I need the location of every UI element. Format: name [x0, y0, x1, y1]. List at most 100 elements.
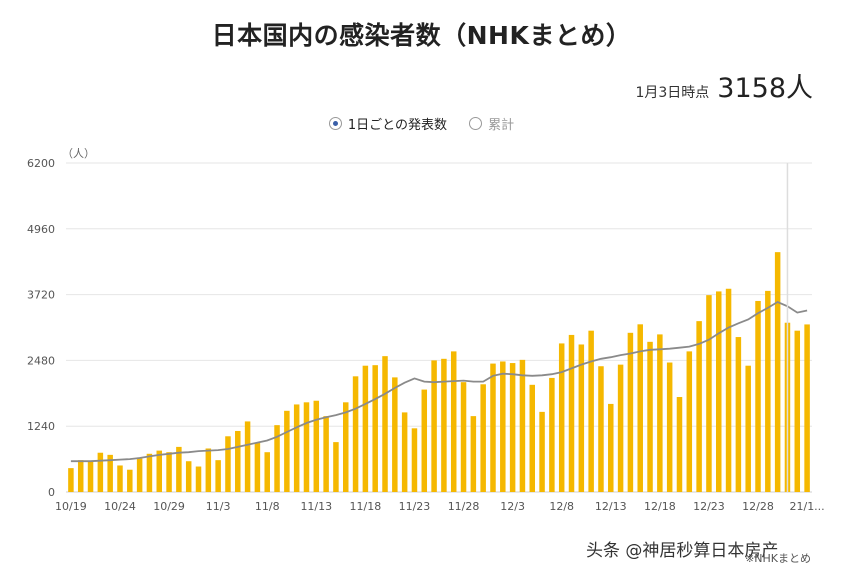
x-tick-label: 11/18 — [350, 500, 382, 513]
bar — [578, 344, 585, 492]
bar — [735, 337, 742, 492]
bar — [519, 359, 526, 492]
bar — [588, 330, 594, 492]
bar — [765, 290, 771, 492]
x-tick-label: 12/28 — [742, 500, 774, 513]
bar — [657, 334, 663, 492]
x-tick-label: 10/29 — [153, 500, 185, 513]
bar — [323, 416, 329, 492]
bar — [333, 442, 339, 492]
x-tick-label: 12/8 — [549, 500, 574, 513]
bar — [647, 341, 653, 492]
bar — [617, 364, 624, 492]
x-tick-label: 11/23 — [399, 500, 431, 513]
x-tick-label: 10/19 — [55, 500, 87, 513]
bar — [284, 410, 290, 492]
bar — [185, 461, 192, 492]
bar — [539, 411, 545, 492]
daily-toggle[interactable]: 1日ごとの発表数 — [328, 114, 448, 133]
y-unit-label: （人） — [62, 147, 95, 160]
y-tick-label: 2480 — [27, 354, 55, 367]
bar — [411, 428, 418, 492]
series-toggle: 1日ごとの発表数 累計 — [0, 114, 843, 133]
bar — [774, 252, 781, 492]
bar — [431, 360, 437, 492]
bar — [127, 469, 133, 492]
bar — [627, 332, 634, 492]
y-tick-label: 6200 — [27, 157, 55, 170]
x-tick-label: 11/8 — [255, 500, 280, 513]
bar — [156, 450, 162, 492]
bar — [107, 454, 113, 492]
bar — [666, 362, 673, 492]
bar — [352, 376, 359, 492]
bar — [745, 365, 751, 492]
radio-selected-icon[interactable] — [328, 117, 342, 130]
average-line — [70, 300, 808, 463]
bar — [421, 389, 428, 492]
x-tick-label: 21/1... — [789, 500, 824, 513]
bar — [608, 403, 614, 492]
latest-count: 1月3日時点 3158人 — [635, 66, 813, 105]
bar — [598, 366, 604, 492]
bar — [480, 384, 486, 492]
bar — [244, 421, 251, 492]
bar — [274, 425, 280, 492]
bar — [637, 324, 643, 492]
radio-unselected-icon[interactable] — [469, 117, 483, 130]
y-tick-label: 1240 — [27, 420, 55, 433]
bar — [716, 291, 722, 492]
bar — [490, 363, 496, 492]
bar — [146, 453, 153, 492]
bar — [676, 397, 683, 492]
bar — [303, 402, 310, 492]
page-title: 日本国内の感染者数（NHKまとめ） — [211, 21, 632, 50]
bar — [696, 321, 702, 492]
bar — [804, 324, 810, 492]
y-tick-label: 0 — [48, 486, 55, 499]
watermark: 头条 @神居秒算日本房产 — [586, 541, 779, 561]
bar — [176, 446, 182, 492]
bar — [382, 356, 388, 492]
bar — [225, 436, 231, 492]
bar — [264, 452, 270, 492]
daily-toggle-label: 1日ごとの発表数 — [347, 118, 448, 133]
x-tick-label: 10/24 — [104, 500, 136, 513]
bar — [529, 384, 535, 492]
bar — [460, 382, 467, 492]
daily-cases-chart: （人） 0 1240 2480 3720 4960 6200 10/19 10/24 10/29 1… — [27, 147, 825, 513]
bar — [441, 358, 447, 492]
y-tick-label: 3720 — [27, 289, 55, 302]
bar — [293, 404, 300, 492]
source-note: ※NHKまとめ — [745, 552, 811, 565]
bar — [470, 416, 477, 492]
x-tick-label: 12/3 — [500, 500, 525, 513]
cumulative-toggle[interactable]: 累計 — [469, 114, 514, 133]
bar — [549, 377, 555, 492]
bar — [568, 334, 575, 492]
bar — [686, 351, 693, 492]
bar — [313, 400, 320, 492]
bar — [794, 330, 801, 492]
bar — [195, 466, 202, 492]
bar — [343, 402, 349, 492]
bar — [362, 365, 369, 492]
x-tick-label: 11/28 — [448, 500, 480, 513]
bar — [372, 365, 378, 492]
bar — [558, 343, 565, 492]
bar — [509, 363, 516, 492]
bar — [392, 377, 398, 492]
x-tick-label: 11/13 — [300, 500, 332, 513]
x-tick-label: 12/18 — [644, 500, 676, 513]
bar — [117, 465, 123, 492]
bar — [136, 458, 143, 492]
y-tick-label: 4960 — [27, 223, 55, 236]
bar — [97, 452, 104, 492]
bar — [205, 448, 212, 492]
x-tick-label: 11/3 — [206, 500, 231, 513]
bar — [725, 288, 732, 492]
bar — [235, 430, 241, 492]
latest-date-label: 1月3日時点 — [635, 85, 710, 101]
bar — [77, 460, 84, 492]
bar — [401, 412, 408, 492]
